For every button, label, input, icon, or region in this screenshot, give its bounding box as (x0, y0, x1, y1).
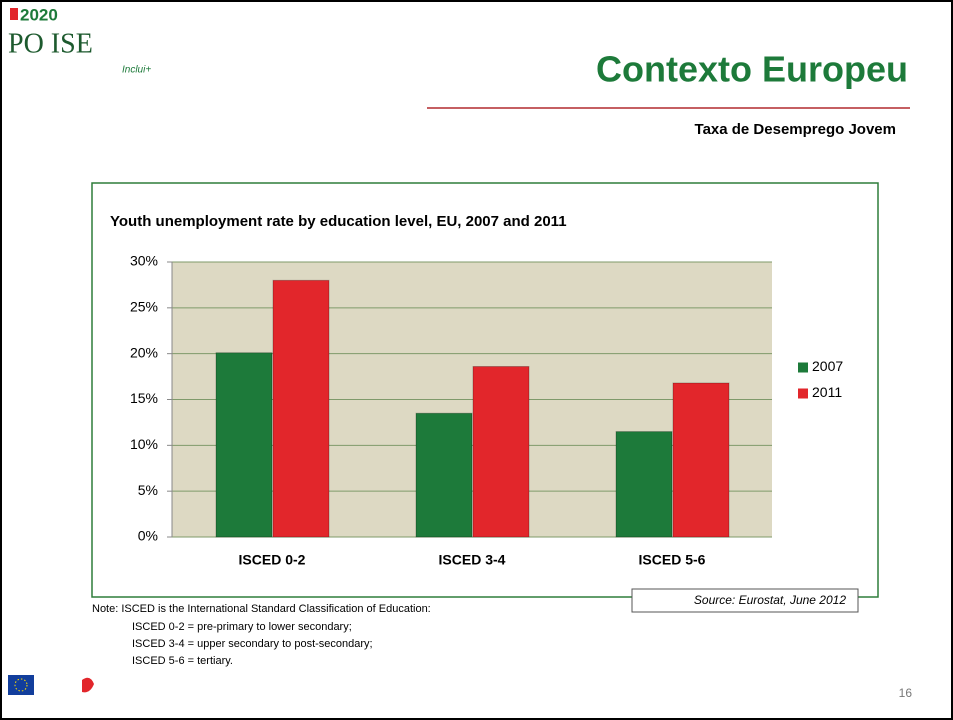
bar (472, 366, 530, 538)
source-box (631, 588, 859, 613)
eu-flag (8, 675, 34, 695)
note: ISCED 3-4 = upper secondary to post-seco… (132, 638, 373, 650)
bar (272, 279, 330, 538)
y-tick-label: 15% (130, 390, 158, 406)
chart-title: Youth unemployment rate by education lev… (110, 213, 567, 230)
note: ISCED 0-2 = pre-primary to lower seconda… (132, 621, 352, 633)
eu-stars (14, 678, 28, 692)
y-tick-label: 20% (130, 344, 158, 360)
bar (415, 412, 473, 538)
y-tick-label: 30% (130, 253, 158, 269)
logo-name: PO ISE (8, 28, 93, 59)
bar (615, 431, 673, 538)
y-tick-label: 25% (130, 299, 158, 315)
note: Note: ISCED is the International Standar… (92, 603, 431, 615)
x-tick-label: ISCED 5-6 (639, 552, 706, 568)
logo-tag: Inclui+ (122, 65, 151, 76)
legend-swatch (798, 388, 808, 399)
note: ISCED 5-6 = tertiary. (132, 655, 233, 667)
bar (672, 382, 730, 538)
gov-logo (82, 677, 94, 693)
slide-subtitle: Taxa de Desemprego Jovem (695, 121, 896, 138)
legend-swatch (798, 362, 808, 373)
logo-year: 2020 (20, 5, 58, 24)
bar (215, 352, 273, 538)
page-number: 16 (899, 686, 913, 700)
x-tick-label: ISCED 0-2 (239, 552, 306, 568)
y-tick-label: 0% (138, 528, 158, 544)
legend-label: 2011 (812, 384, 842, 400)
source: Source: Eurostat, June 2012 (694, 593, 846, 607)
y-tick-label: 10% (130, 436, 158, 452)
slide-title: Contexto Europeu (596, 49, 908, 90)
y-tick-label: 5% (138, 482, 158, 498)
legend-label: 2007 (812, 358, 843, 374)
x-tick-label: ISCED 3-4 (439, 552, 506, 568)
logo-mark (10, 8, 18, 20)
